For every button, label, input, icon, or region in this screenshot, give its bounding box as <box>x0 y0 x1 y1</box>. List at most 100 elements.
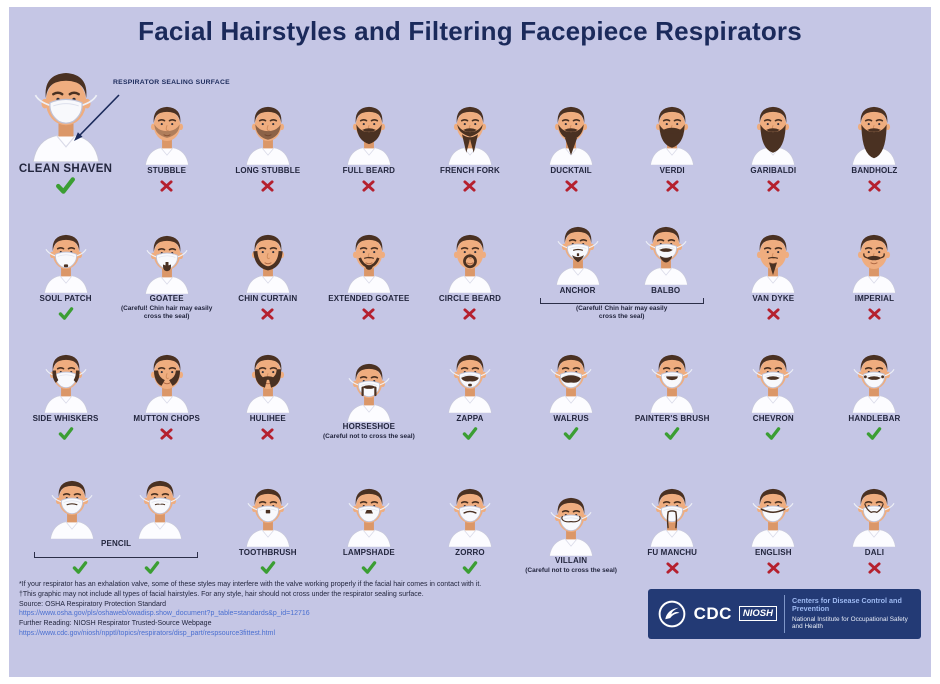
style-label: HORSESHOE <box>342 422 396 432</box>
caution-note: (Careful not to cross the seal) <box>323 433 415 441</box>
face-icon-fu-manchu <box>641 483 703 548</box>
style-cell: FU MANCHU <box>622 483 723 577</box>
style-label: FRENCH FORK <box>440 165 500 175</box>
footnote-text: †This graphic may not include all types … <box>19 590 424 598</box>
check-mark-icon <box>563 426 579 441</box>
style-label: ZORRO <box>455 547 485 557</box>
style-cell: SOUL PATCH <box>15 229 116 323</box>
grid-row-4: PENCIL TOOTHBRUSH LAMPSHADE ZORRO VILLAIN (Ca… <box>15 443 925 577</box>
face-icon-circle-beard <box>439 229 501 294</box>
check-mark-icon <box>58 426 74 441</box>
style-cell: VILLAIN (Careful not to cross the seal) <box>521 492 622 577</box>
face-icon-dali <box>843 483 905 548</box>
style-cell: HULIHEE <box>217 349 318 443</box>
style-label: LAMPSHADE <box>342 547 395 557</box>
x-mark-icon <box>261 426 274 441</box>
face-icon-english <box>742 483 804 548</box>
x-mark-icon <box>868 560 881 575</box>
style-label: TOOTHBRUSH <box>238 547 297 557</box>
footer-brand-box: CDC NIOSH Centers for Disease Control an… <box>647 588 921 639</box>
face-icon-villain <box>540 492 602 556</box>
face-icon-chin-curtain <box>237 229 299 294</box>
style-label: SIDE WHISKERS <box>32 413 99 423</box>
style-cell: ENGLISH <box>723 483 824 577</box>
niosh-link[interactable]: https://www.cdc.gov/niosh/npptl/topics/r… <box>19 629 276 637</box>
style-label: IMPERIAL <box>854 293 895 303</box>
style-label: PAINTER'S BRUSH <box>634 413 710 423</box>
niosh-logo: NIOSH <box>738 606 777 622</box>
footnote-line-5: Further Reading: NIOSH Respirator Truste… <box>19 619 481 629</box>
group-cell: ANCHOR BALBO (Careful! Chin hair may easil… <box>521 221 723 323</box>
style-cell: FRENCH FORK <box>419 101 520 195</box>
face-icon-mutton-chops <box>136 349 198 414</box>
style-label: HULIHEE <box>249 413 286 423</box>
cdc-logo: CDC <box>693 603 732 623</box>
style-label: PENCIL <box>100 539 132 549</box>
page-title: Facial Hairstyles and Filtering Facepiec… <box>138 16 802 46</box>
x-mark-icon <box>261 178 274 193</box>
check-mark-icon <box>58 306 74 321</box>
check-mark-icon <box>664 426 680 441</box>
style-cell: ZORRO <box>419 483 520 577</box>
footer-divider <box>784 594 785 633</box>
footnote-line-3: Source: OSHA Respiratory Protection Stan… <box>19 600 481 610</box>
style-label: VILLAIN <box>555 556 588 566</box>
osha-link[interactable]: https://www.osha.gov/pls/oshaweb/owadisp… <box>19 610 310 618</box>
style-cell: GOATEE (Careful! Chin hair may easily cro… <box>116 230 217 323</box>
hairstyle-grid: CLEAN SHAVEN STUBBLE LONG STUBBLE FULL BEAR… <box>9 49 931 577</box>
style-cell: MUTTON CHOPS <box>116 349 217 443</box>
style-cell <box>129 475 191 539</box>
style-label: ZAPPA <box>456 413 484 423</box>
style-cell <box>41 475 103 539</box>
style-label: BALBO <box>651 285 681 295</box>
style-label: CHEVRON <box>752 413 794 423</box>
grid-row-1: CLEAN SHAVEN STUBBLE LONG STUBBLE FULL BEAR… <box>15 49 925 195</box>
x-mark-icon <box>767 306 780 321</box>
style-label: CLEAN SHAVEN <box>18 163 113 176</box>
footnote-line-1: *If your respirator has an exhalation va… <box>19 580 481 590</box>
check-mark-icon <box>866 426 882 441</box>
check-mark-icon <box>765 426 781 441</box>
pair-bracket <box>34 551 198 558</box>
face-icon-van-dyke <box>742 229 804 294</box>
check-mark-icon <box>72 560 88 575</box>
caution-note: (Careful! Chin hair may easily cross the… <box>575 305 668 321</box>
face-icon-soul-patch <box>35 229 97 294</box>
style-cell: HORSESHOE (Careful not to cross the seal) <box>318 358 419 443</box>
face-icon-imperial <box>843 229 905 294</box>
x-mark-icon <box>261 306 274 321</box>
poster-footer: *If your respirator has an exhalation va… <box>9 577 931 639</box>
caution-note: (Careful not to cross the seal) <box>525 567 617 575</box>
face-icon-extended-goatee <box>338 229 400 294</box>
style-cell: BANDHOLZ <box>824 101 925 195</box>
style-cell: LONG STUBBLE <box>217 101 318 195</box>
hhs-logo-icon <box>658 600 685 628</box>
face-icon-pencil-thin <box>129 475 191 539</box>
x-mark-icon <box>362 306 375 321</box>
face-icon-pencil <box>41 475 103 539</box>
footnote-line-2: †This graphic may not include all types … <box>19 590 481 600</box>
x-mark-icon <box>160 178 173 193</box>
check-mark-icon <box>462 426 478 441</box>
style-label: ENGLISH <box>755 547 792 557</box>
style-cell: STUBBLE <box>116 101 217 195</box>
footnote-text: Source: OSHA Respiratory Protection Stan… <box>19 600 167 608</box>
footnote-line-4: https://www.osha.gov/pls/oshaweb/owadisp… <box>19 609 481 619</box>
style-label: VAN DYKE <box>752 293 795 303</box>
style-cell: ZAPPA <box>419 349 520 443</box>
face-icon-toothbrush <box>237 483 299 548</box>
x-mark-icon <box>868 178 881 193</box>
style-cell: BALBO <box>635 221 697 295</box>
face-icon-long-stubble <box>237 101 299 166</box>
face-icon-zorro <box>439 483 501 548</box>
check-mark-icon <box>55 177 76 194</box>
face-icon-zappa <box>439 349 501 414</box>
face-icon-ducktail <box>540 101 602 166</box>
x-mark-icon <box>666 560 679 575</box>
style-cell: HANDLEBAR <box>824 349 925 443</box>
face-icon-painters-brush <box>641 349 703 414</box>
style-label: HANDLEBAR <box>848 413 901 423</box>
style-cell: EXTENDED GOATEE <box>318 229 419 323</box>
x-mark-icon <box>868 306 881 321</box>
